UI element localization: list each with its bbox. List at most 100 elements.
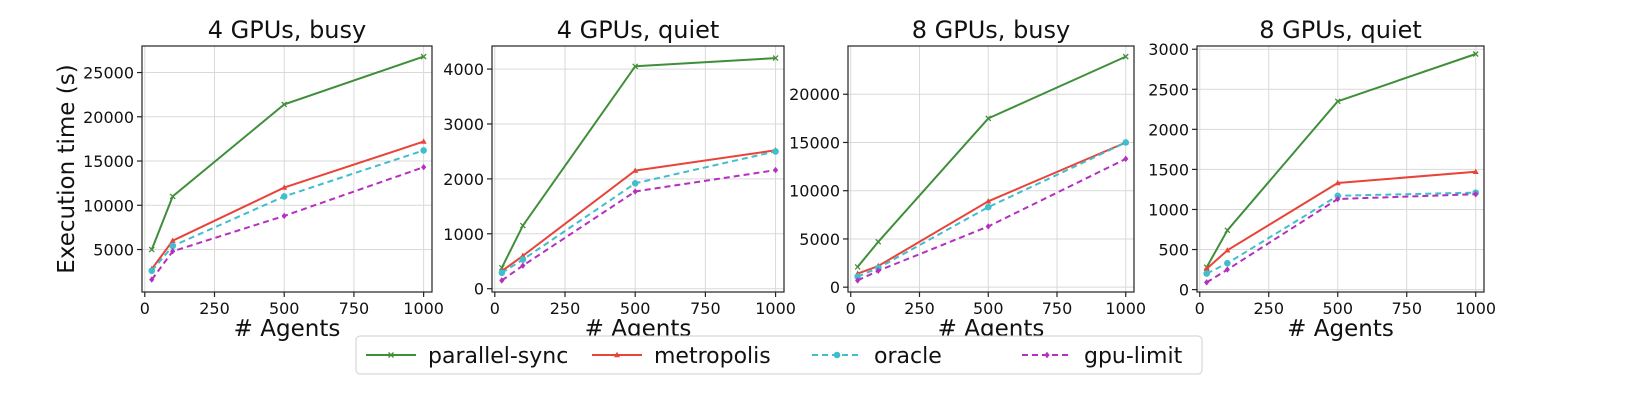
legend: parallel-sync metropolis oracle gpu-limit xyxy=(355,335,1203,375)
data-point xyxy=(984,203,992,211)
plot-frame xyxy=(847,45,1135,293)
series-metropolis xyxy=(1203,168,1479,271)
data-point xyxy=(169,193,176,200)
data-point xyxy=(519,256,527,263)
y-tick-label: 25000 xyxy=(83,64,134,83)
data-point xyxy=(499,277,505,284)
data-point xyxy=(855,277,861,284)
data-point xyxy=(280,193,288,200)
x-tick-label: 1000 xyxy=(1105,299,1146,318)
y-tick-label: 3000 xyxy=(443,115,484,134)
y-tick-label: 0 xyxy=(830,278,840,297)
series-oracle xyxy=(1203,189,1480,277)
panel-title: 4 GPUs, quiet xyxy=(557,16,720,44)
panel-title: 8 GPUs, busy xyxy=(912,16,1070,44)
data-point xyxy=(1203,270,1210,277)
x-tick-label: 500 xyxy=(973,299,1004,318)
y-tick-label: 2500 xyxy=(1148,80,1189,99)
series-oracle xyxy=(148,147,427,275)
y-tick-label: 0 xyxy=(1179,281,1189,300)
series-gpu-limit xyxy=(149,164,427,283)
chart-panel-4: 0 250 500 750 1000 0 500 1000 1500 2000 2500 3000 8 … xyxy=(1148,16,1496,342)
x-tick-label: 1000 xyxy=(403,299,444,318)
y-tick-label: 10000 xyxy=(789,182,840,201)
x-tick-label: 250 xyxy=(904,299,935,318)
series-line xyxy=(1205,53,1477,268)
x-tick-label: 250 xyxy=(199,299,230,318)
data-point xyxy=(1122,139,1130,146)
x-tick-label: 250 xyxy=(1253,299,1284,318)
legend-label: oracle xyxy=(874,344,942,369)
series-metropolis xyxy=(498,147,779,274)
data-point xyxy=(420,138,427,144)
x-tick-label: 750 xyxy=(1391,299,1422,318)
panel-title: 8 GPUs, quiet xyxy=(1259,16,1422,44)
x-tick-label: 500 xyxy=(620,299,651,318)
x-axis-label: # Agents xyxy=(1287,316,1394,342)
series-gpu-limit xyxy=(855,155,1129,284)
legend-entry-metropolis: metropolis xyxy=(592,344,771,369)
data-point xyxy=(149,276,155,283)
data-point xyxy=(1204,279,1210,286)
data-point xyxy=(1123,155,1129,163)
x-tick-label: 0 xyxy=(1195,299,1205,318)
x-tick-label: 1000 xyxy=(1455,299,1496,318)
series-metropolis xyxy=(854,139,1129,276)
data-point xyxy=(772,55,779,62)
data-point xyxy=(281,101,288,108)
y-tick-label: 1000 xyxy=(443,225,484,244)
data-point xyxy=(421,164,427,171)
data-point xyxy=(1122,53,1129,60)
y-tick-label: 15000 xyxy=(789,133,840,152)
chart-panel-1: 0 250 500 750 1000 5000 10000 15000 20000 25000 4 … xyxy=(54,16,444,342)
x-tick-label: 250 xyxy=(550,299,581,318)
data-point xyxy=(985,198,992,204)
data-point xyxy=(854,263,861,270)
data-point xyxy=(875,238,882,245)
y-axis-label: Execution time (s) xyxy=(54,64,80,273)
plot-frame xyxy=(141,45,433,293)
y-tick-label: 10000 xyxy=(83,196,134,215)
data-point xyxy=(1224,247,1231,253)
data-point xyxy=(169,237,176,243)
y-tick-label: 20000 xyxy=(83,108,134,127)
legend-label: parallel-sync xyxy=(428,344,568,369)
data-point xyxy=(519,252,526,258)
data-point xyxy=(519,222,526,229)
data-point xyxy=(632,188,638,195)
series-oracle xyxy=(854,139,1130,280)
data-point xyxy=(1334,98,1341,105)
x-tick-label: 750 xyxy=(339,299,370,318)
x-tick-label: 750 xyxy=(690,299,721,318)
data-point xyxy=(985,223,991,230)
data-point xyxy=(498,269,506,277)
data-point xyxy=(420,53,427,60)
legend-entry-parallel-sync: parallel-sync xyxy=(366,344,568,369)
series-line xyxy=(501,149,776,272)
legend-marker xyxy=(833,351,841,359)
series-line xyxy=(150,166,424,281)
series-parallel-sync xyxy=(148,53,427,253)
data-point xyxy=(1224,259,1231,267)
data-point xyxy=(281,212,287,220)
data-point xyxy=(1335,195,1341,203)
y-tick-label: 5000 xyxy=(799,230,840,249)
series-line xyxy=(857,158,1127,282)
series-line xyxy=(857,141,1127,275)
y-tick-label: 500 xyxy=(1158,241,1189,260)
data-point xyxy=(169,242,176,250)
series-line xyxy=(150,55,424,250)
chart-panel-2: 0 250 500 750 1000 0 1000 2000 3000 4000 4 GPUs, q… xyxy=(443,16,796,342)
y-tick-label: 1000 xyxy=(1148,200,1189,219)
data-point xyxy=(632,167,639,173)
data-point xyxy=(985,115,992,122)
x-tick-label: 0 xyxy=(846,299,856,318)
y-tick-label: 20000 xyxy=(789,85,840,104)
data-point xyxy=(1472,51,1479,57)
y-tick-label: 1500 xyxy=(1148,160,1189,179)
x-tick-label: 750 xyxy=(1042,299,1073,318)
series-line xyxy=(500,57,776,269)
data-point xyxy=(772,148,779,155)
series-parallel-sync xyxy=(854,53,1129,270)
